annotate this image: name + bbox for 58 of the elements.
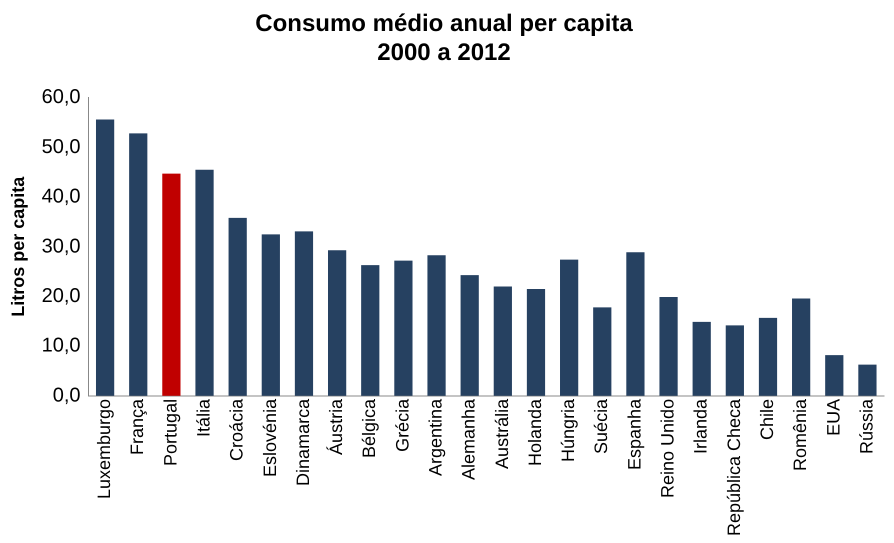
bar [626, 252, 645, 396]
x-tick-label: Húngria [558, 398, 578, 462]
x-tick-label: Chile [756, 398, 777, 440]
x-tick-label: Luxemburgo [94, 398, 114, 499]
bar [162, 174, 181, 396]
bar [294, 231, 314, 396]
y-tick-label: 50,0 [42, 136, 81, 158]
x-tick-label: Holanda [524, 398, 545, 466]
bar [394, 260, 413, 396]
x-tick-label: Itália [194, 398, 214, 437]
bar [659, 296, 678, 396]
x-tick-label: Irlanda [690, 398, 711, 454]
x-tick-label: Croácia [226, 398, 247, 461]
y-tick-label: 40,0 [42, 186, 81, 208]
chart-subtitle: 2000 a 2012 [377, 38, 511, 66]
x-tick-label: Bélgica [359, 398, 380, 458]
x-tick-label: Alemanha [458, 398, 479, 480]
x-tick-label: Dinamarca [292, 398, 313, 486]
x-tick-label: França [127, 398, 148, 455]
bar [494, 286, 512, 396]
bar [526, 289, 546, 396]
bar [328, 250, 346, 396]
y-tick-label: 60,0 [42, 86, 81, 108]
x-tick-label: Portugal [160, 398, 180, 466]
x-tick-label: Romênia [790, 398, 810, 471]
y-tick-label: 30,0 [42, 235, 81, 258]
y-tick-label: 10,0 [42, 334, 81, 357]
bar [427, 255, 446, 396]
bar [361, 265, 380, 396]
x-tick-label: Rússia [856, 398, 876, 454]
y-tick-label: 20,0 [42, 284, 81, 307]
x-tick-label: EUA [823, 398, 844, 436]
x-tick-label: República Checa [724, 398, 744, 536]
bar [262, 234, 280, 396]
chart-title: Consumo médio anual per capita [255, 10, 634, 38]
y-axis-title: Litros per capita [8, 176, 28, 317]
bar [792, 298, 810, 396]
y-tick-label: 0,0 [52, 384, 81, 406]
bar [758, 318, 778, 396]
x-tick-label: Espanha [624, 398, 644, 470]
bar [726, 325, 744, 396]
x-tick-label: Áustria [326, 398, 346, 455]
bar [692, 322, 711, 396]
bar [96, 119, 114, 396]
bar [129, 133, 148, 396]
bar [858, 364, 877, 396]
x-tick-label: Eslovénia [260, 398, 280, 477]
bar [228, 218, 247, 396]
bar [560, 260, 578, 396]
x-tick-label: Reino Unido [658, 398, 678, 498]
bar [825, 355, 844, 396]
bar [593, 307, 612, 396]
x-tick-label: Grécia [392, 398, 412, 452]
bar [460, 275, 479, 396]
x-tick-label: Austrália [492, 398, 512, 469]
bar [195, 170, 214, 396]
x-tick-label: Argentina [426, 398, 446, 476]
x-tick-label: Suécia [591, 398, 612, 454]
